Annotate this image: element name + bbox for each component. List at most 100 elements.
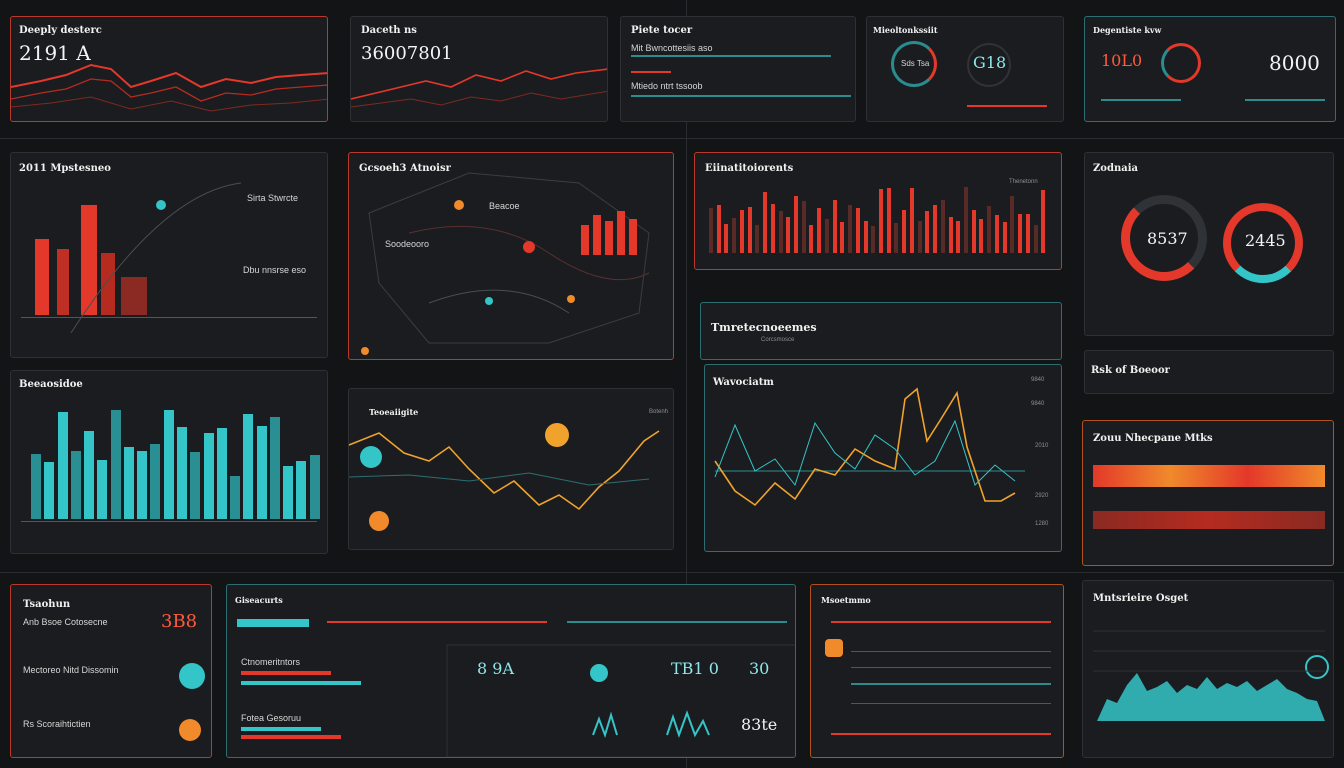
chart-bar xyxy=(917,221,922,253)
panel-heat-bands[interactable]: Zouu Nhecpane Mtks xyxy=(1082,420,1334,566)
summary-value: 3B8 xyxy=(161,611,198,632)
status-dot xyxy=(179,719,201,741)
chart-bar xyxy=(1010,196,1015,253)
chart-bar xyxy=(269,417,280,519)
panel-teal-bars[interactable]: Beeaosidoe xyxy=(10,370,328,554)
progress-line xyxy=(1101,99,1181,101)
chart-bar xyxy=(81,205,97,315)
chart-bar xyxy=(35,239,49,315)
status-dot xyxy=(179,663,205,689)
chart-bar xyxy=(994,215,999,253)
network-lines xyxy=(70,182,242,334)
chart-bar xyxy=(902,210,907,253)
chart-bar xyxy=(956,221,961,253)
panel-title: Daceth ns xyxy=(361,25,417,36)
chart-bar xyxy=(216,428,227,519)
panel-status-lines[interactable]: Piete tocer Mit Bwncottesiis aso Mtiedo … xyxy=(620,16,856,122)
axis-tick: 2920 xyxy=(1035,493,1049,499)
progress-line xyxy=(1245,99,1325,101)
background-line xyxy=(0,138,1344,139)
chart-bar xyxy=(243,414,254,519)
chart-bar xyxy=(190,452,201,519)
gauge-value: 8537 xyxy=(1147,229,1188,248)
panel-header-small[interactable]: Rsk of Boeoor xyxy=(1084,350,1334,394)
panel-title: Deeply desterc xyxy=(19,25,102,36)
map-label: Soodeooro xyxy=(385,239,430,249)
line-chart xyxy=(351,68,607,108)
chart-bar xyxy=(979,219,984,253)
progress-line xyxy=(631,55,831,57)
panel-title: Eiinatitoiorents xyxy=(705,163,794,174)
panel-title: Zouu Nhecpane Mtks xyxy=(1093,433,1213,444)
background-line xyxy=(0,572,1344,573)
chart-bar xyxy=(739,210,744,253)
chart-bar xyxy=(44,462,55,519)
progress-line xyxy=(631,71,671,73)
chart-bar xyxy=(863,221,868,253)
panel-title: Mntsrieire Osget xyxy=(1093,593,1189,604)
panel-kpi-gauge[interactable]: Degentiste kvw 10L0 8000 xyxy=(1084,16,1336,122)
panel-label: Botenh xyxy=(649,409,669,415)
panel-counter[interactable]: Daceth ns 36007801 xyxy=(350,16,608,122)
panel-teal-area[interactable]: Mntsrieire Osget xyxy=(1082,580,1334,758)
panel-dual-gauges[interactable]: Mieoltonkssiit Sds Tsa G18 xyxy=(866,16,1064,122)
panel-bar-chart-red[interactable]: 2011 Mpstesneo Sirta Stwrcte Dbu nnsrse … xyxy=(10,152,328,358)
chart-bar xyxy=(925,211,930,253)
panel-banner[interactable]: Tmretecnoeemes Corcsmosce xyxy=(700,302,1062,360)
chart-bar xyxy=(909,188,914,253)
panel-title: Giseacurts xyxy=(235,595,283,605)
summary-label: Anb Bsoe Cotosecne xyxy=(23,617,108,627)
panel-orange-lines[interactable]: Msoetmmo xyxy=(810,584,1064,758)
bar-group xyxy=(31,401,323,519)
status-label: Mtiedo ntrt tssoob xyxy=(631,81,703,91)
chart-bar xyxy=(309,455,320,519)
chart-bar xyxy=(763,192,768,253)
panel-subtitle: Corcsmosce xyxy=(761,337,795,343)
chart-bar xyxy=(84,431,95,519)
axis-tick: 2010 xyxy=(1035,443,1049,449)
chart-bar xyxy=(581,225,589,255)
progress-line xyxy=(567,621,787,623)
chart-bar xyxy=(964,187,968,253)
chart-bar xyxy=(747,207,752,253)
panel-title: Gcsoeh3 Atnoisr xyxy=(359,163,451,174)
metric-label: Fotea Gesoruu xyxy=(241,713,302,723)
chart-bar xyxy=(786,217,791,253)
chart-bar xyxy=(948,217,953,253)
chart-bar xyxy=(894,223,899,253)
panel-summary-left[interactable]: Tsaohun Anb Bsoe Cotosecne 3B8 Mectoreo … xyxy=(10,584,212,758)
chart-bar xyxy=(987,206,992,253)
gauge-ring xyxy=(1223,203,1303,283)
metric-value: 30 xyxy=(749,659,770,678)
progress-line xyxy=(241,681,361,685)
metric-value: 8 9A xyxy=(477,659,514,678)
chart-bar xyxy=(150,444,161,519)
chart-bar xyxy=(1033,225,1038,253)
panel-metrics-center[interactable]: Giseacurts Ctnomeritntors Fotea Gesoruu … xyxy=(226,584,796,758)
line-chart xyxy=(349,423,660,531)
chart-bar xyxy=(794,196,798,253)
chart-bar xyxy=(824,219,829,253)
progress-line xyxy=(631,95,851,97)
panel-map[interactable]: Gcsoeh3 Atnoisr Soodeooro Beacoe xyxy=(348,152,674,360)
chart-bar xyxy=(732,218,737,253)
panel-red-histogram[interactable]: Eiinatitoiorents Thenetonn xyxy=(694,152,1062,270)
progress-line xyxy=(241,727,321,731)
chart-bar xyxy=(163,410,174,519)
panel-orange-line[interactable]: Teoeaiigite Botenh xyxy=(348,388,674,550)
chart-bar xyxy=(871,226,876,253)
chart-bar xyxy=(770,204,775,253)
kpi-value: 10L0 xyxy=(1101,51,1143,70)
panel-title: 2011 Mpstesneo xyxy=(19,163,111,174)
progress-line xyxy=(241,671,331,675)
area-chart xyxy=(1093,630,1325,721)
panel-gauges[interactable]: Zodnaia 8537 2445 xyxy=(1084,152,1334,336)
panel-title: Msoetmmo xyxy=(821,595,871,605)
panel-trend-top-left[interactable]: Deeply desterc 2191 A xyxy=(10,16,328,122)
panel-waveform[interactable]: Wavociatm 9840 9840 2010 2920 1280 xyxy=(704,364,1062,552)
chart-bar xyxy=(879,189,883,253)
gauge-label: Sds Tsa xyxy=(901,59,930,68)
progress-line xyxy=(851,667,1051,668)
panel-value: 36007801 xyxy=(361,43,453,64)
chart-bar xyxy=(70,451,81,519)
